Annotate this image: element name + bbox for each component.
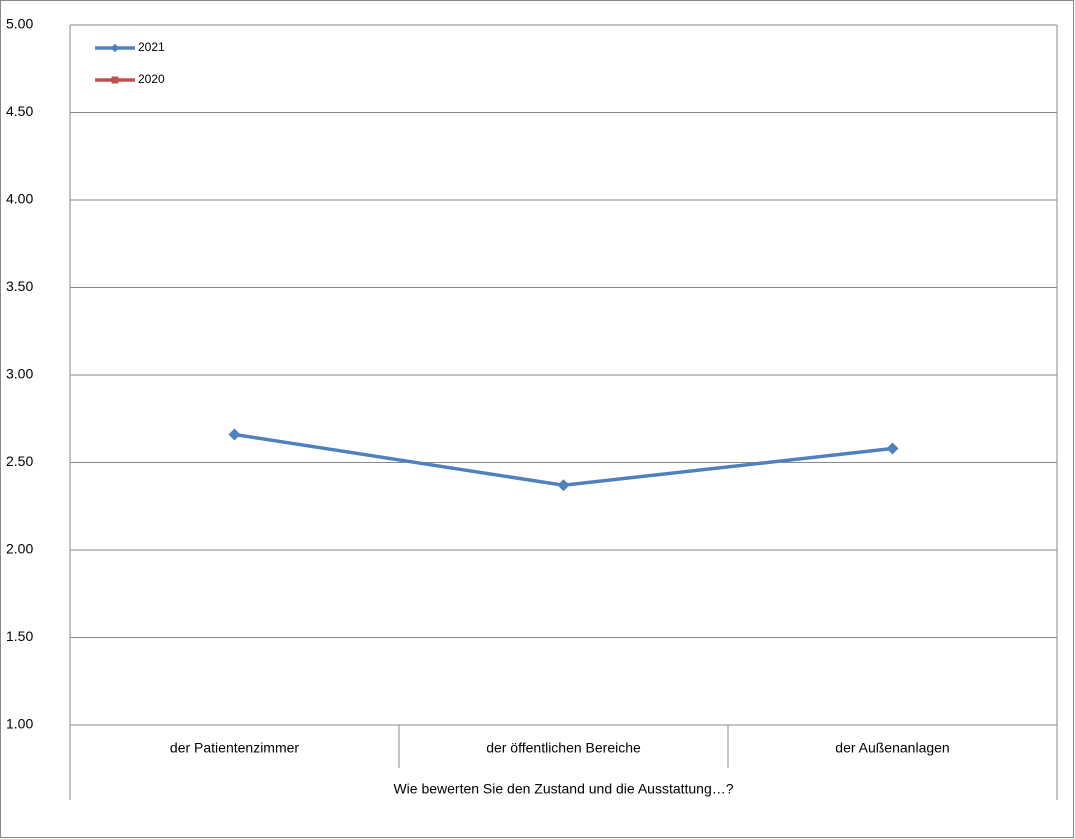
x-tick-label: der öffentlichen Bereiche: [486, 740, 641, 756]
x-tick-label: der Außenanlagen: [835, 740, 949, 756]
data-point: [228, 428, 241, 441]
data-point: [886, 442, 899, 455]
x-axis-label: Wie bewerten Sie den Zustand und die Aus…: [393, 781, 733, 797]
y-tick-label: 1.00: [6, 716, 33, 732]
y-tick-label: 4.00: [6, 191, 33, 207]
legend-marker: [110, 43, 120, 53]
y-tick-label: 5.00: [6, 16, 33, 32]
y-tick-label: 4.50: [6, 103, 33, 119]
x-tick-label: der Patientenzimmer: [170, 740, 300, 756]
y-tick-label: 3.00: [6, 366, 33, 382]
legend-label: 2021: [138, 40, 165, 54]
legend-label: 2020: [138, 72, 165, 86]
y-tick-label: 1.50: [6, 628, 33, 644]
data-point: [557, 479, 570, 492]
y-tick-label: 2.00: [6, 541, 33, 557]
y-tick-label: 2.50: [6, 453, 33, 469]
y-tick-label: 3.50: [6, 278, 33, 294]
legend-marker: [111, 76, 119, 84]
